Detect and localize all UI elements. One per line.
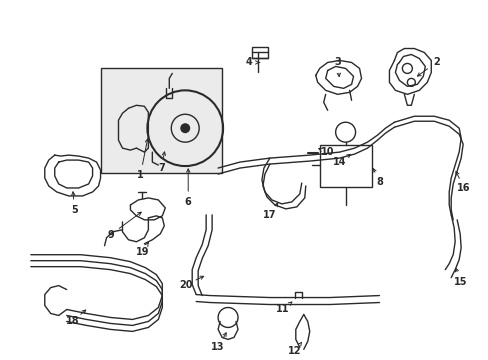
- Text: 15: 15: [453, 276, 467, 287]
- Text: 12: 12: [287, 346, 301, 356]
- Text: 4: 4: [245, 58, 252, 67]
- Text: 6: 6: [184, 197, 191, 207]
- Text: 16: 16: [456, 183, 470, 193]
- Text: 2: 2: [432, 58, 439, 67]
- Text: 10: 10: [320, 147, 334, 157]
- Text: 1: 1: [137, 170, 143, 180]
- Text: 13: 13: [211, 342, 224, 352]
- Bar: [101, 68, 222, 173]
- Text: 14: 14: [332, 157, 346, 167]
- Text: 8: 8: [375, 177, 382, 187]
- Bar: [251, 46, 267, 58]
- Text: 3: 3: [334, 58, 340, 67]
- Text: 7: 7: [158, 163, 164, 173]
- Bar: [319, 145, 371, 187]
- Circle shape: [180, 123, 190, 133]
- Text: 18: 18: [66, 316, 80, 327]
- Text: 9: 9: [107, 230, 114, 240]
- Text: 11: 11: [276, 305, 289, 315]
- Text: 19: 19: [135, 247, 149, 257]
- Text: 5: 5: [71, 205, 78, 215]
- Text: 20: 20: [179, 280, 193, 289]
- Text: 17: 17: [263, 210, 276, 220]
